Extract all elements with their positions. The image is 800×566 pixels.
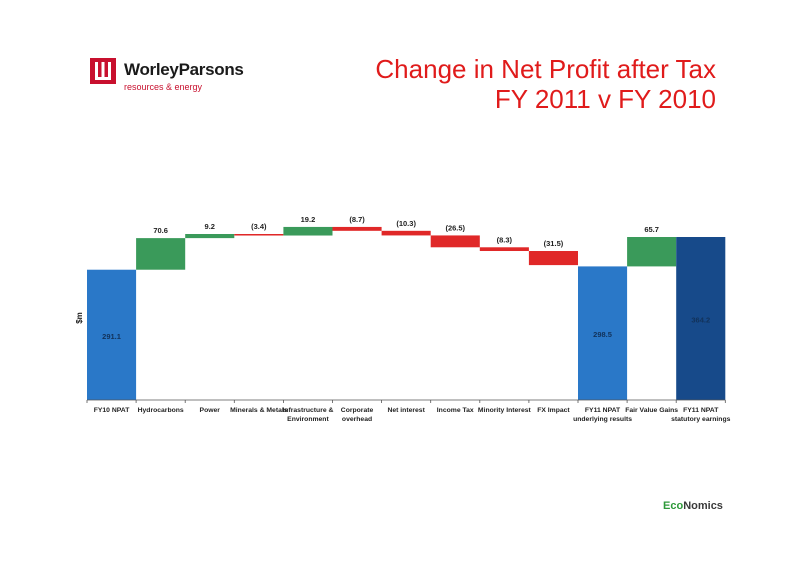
brand-nomics-text: Nomics — [683, 500, 723, 512]
bar-12 — [676, 237, 726, 400]
category-label-5-line2: overhead — [342, 416, 372, 423]
data-label-5: (8.7) — [349, 215, 365, 224]
data-label-11: 65.7 — [644, 225, 659, 234]
data-label-2: 9.2 — [205, 222, 215, 231]
category-label-10-line2: underlying results — [573, 416, 632, 423]
title-line-1: Change in Net Profit after Tax — [375, 54, 716, 84]
data-label-3: (3.4) — [251, 222, 267, 231]
category-label-8: Minority Interest — [478, 407, 532, 414]
bar-3 — [234, 234, 284, 236]
data-label-6: (10.3) — [396, 219, 416, 228]
bar-1 — [136, 238, 186, 270]
worleyparsons-logo-icon — [90, 58, 116, 84]
logo-mark-icon — [90, 58, 116, 84]
title-line-2: FY 2011 v FY 2010 — [494, 84, 716, 114]
bar-11 — [627, 237, 677, 267]
category-label-12: FY11 NPAT — [683, 407, 719, 414]
category-label-1: Hydrocarbons — [138, 407, 184, 414]
bar-0 — [87, 269, 137, 400]
category-label-2: Power — [200, 407, 221, 414]
data-label-1: 70.6 — [153, 226, 168, 235]
data-label-4: 19.2 — [301, 215, 316, 224]
data-label-7: (26.5) — [445, 223, 465, 232]
logo-name: WorleyParsons — [124, 60, 244, 79]
data-label-9: (31.5) — [544, 239, 564, 248]
worleyparsons-logo: WorleyParsons resources & energy — [90, 58, 244, 98]
brand-eco-text: Eco — [663, 500, 684, 512]
category-label-5: Corporate — [341, 407, 374, 414]
page-title: Change in Net Profit after Tax FY 2011 v… — [375, 54, 716, 114]
data-label-0: 291.1 — [102, 332, 121, 341]
bar-4 — [283, 226, 333, 236]
category-label-9: FX Impact — [537, 407, 570, 414]
category-label-3: Minerals & Metals — [230, 407, 288, 414]
category-label-10: FY11 NPAT — [585, 407, 621, 414]
bar-7 — [430, 235, 480, 248]
category-label-7: Income Tax — [437, 407, 474, 414]
category-label-4: Infrastructure & — [282, 407, 333, 414]
category-label-11: Fair Value Gains — [625, 407, 678, 414]
category-label-0: FY10 NPAT — [94, 407, 130, 414]
bar-6 — [381, 230, 431, 236]
economics-brand: EcoNomics — [663, 500, 723, 512]
logo-tagline: resources & energy — [124, 82, 203, 92]
bar-9 — [528, 251, 578, 266]
y-axis-label: $m — [75, 312, 84, 324]
category-label-12-line2: statutory earnings — [671, 416, 731, 423]
bar-2 — [185, 234, 235, 239]
data-label-10: 298.5 — [593, 330, 612, 339]
bar-8 — [479, 247, 529, 252]
data-label-12: 364.2 — [691, 316, 710, 325]
bar-5 — [332, 226, 382, 231]
category-label-6: Net interest — [387, 407, 425, 414]
bar-10 — [578, 266, 628, 400]
category-label-4-line2: Environment — [287, 416, 329, 423]
data-label-8: (8.3) — [497, 235, 513, 244]
